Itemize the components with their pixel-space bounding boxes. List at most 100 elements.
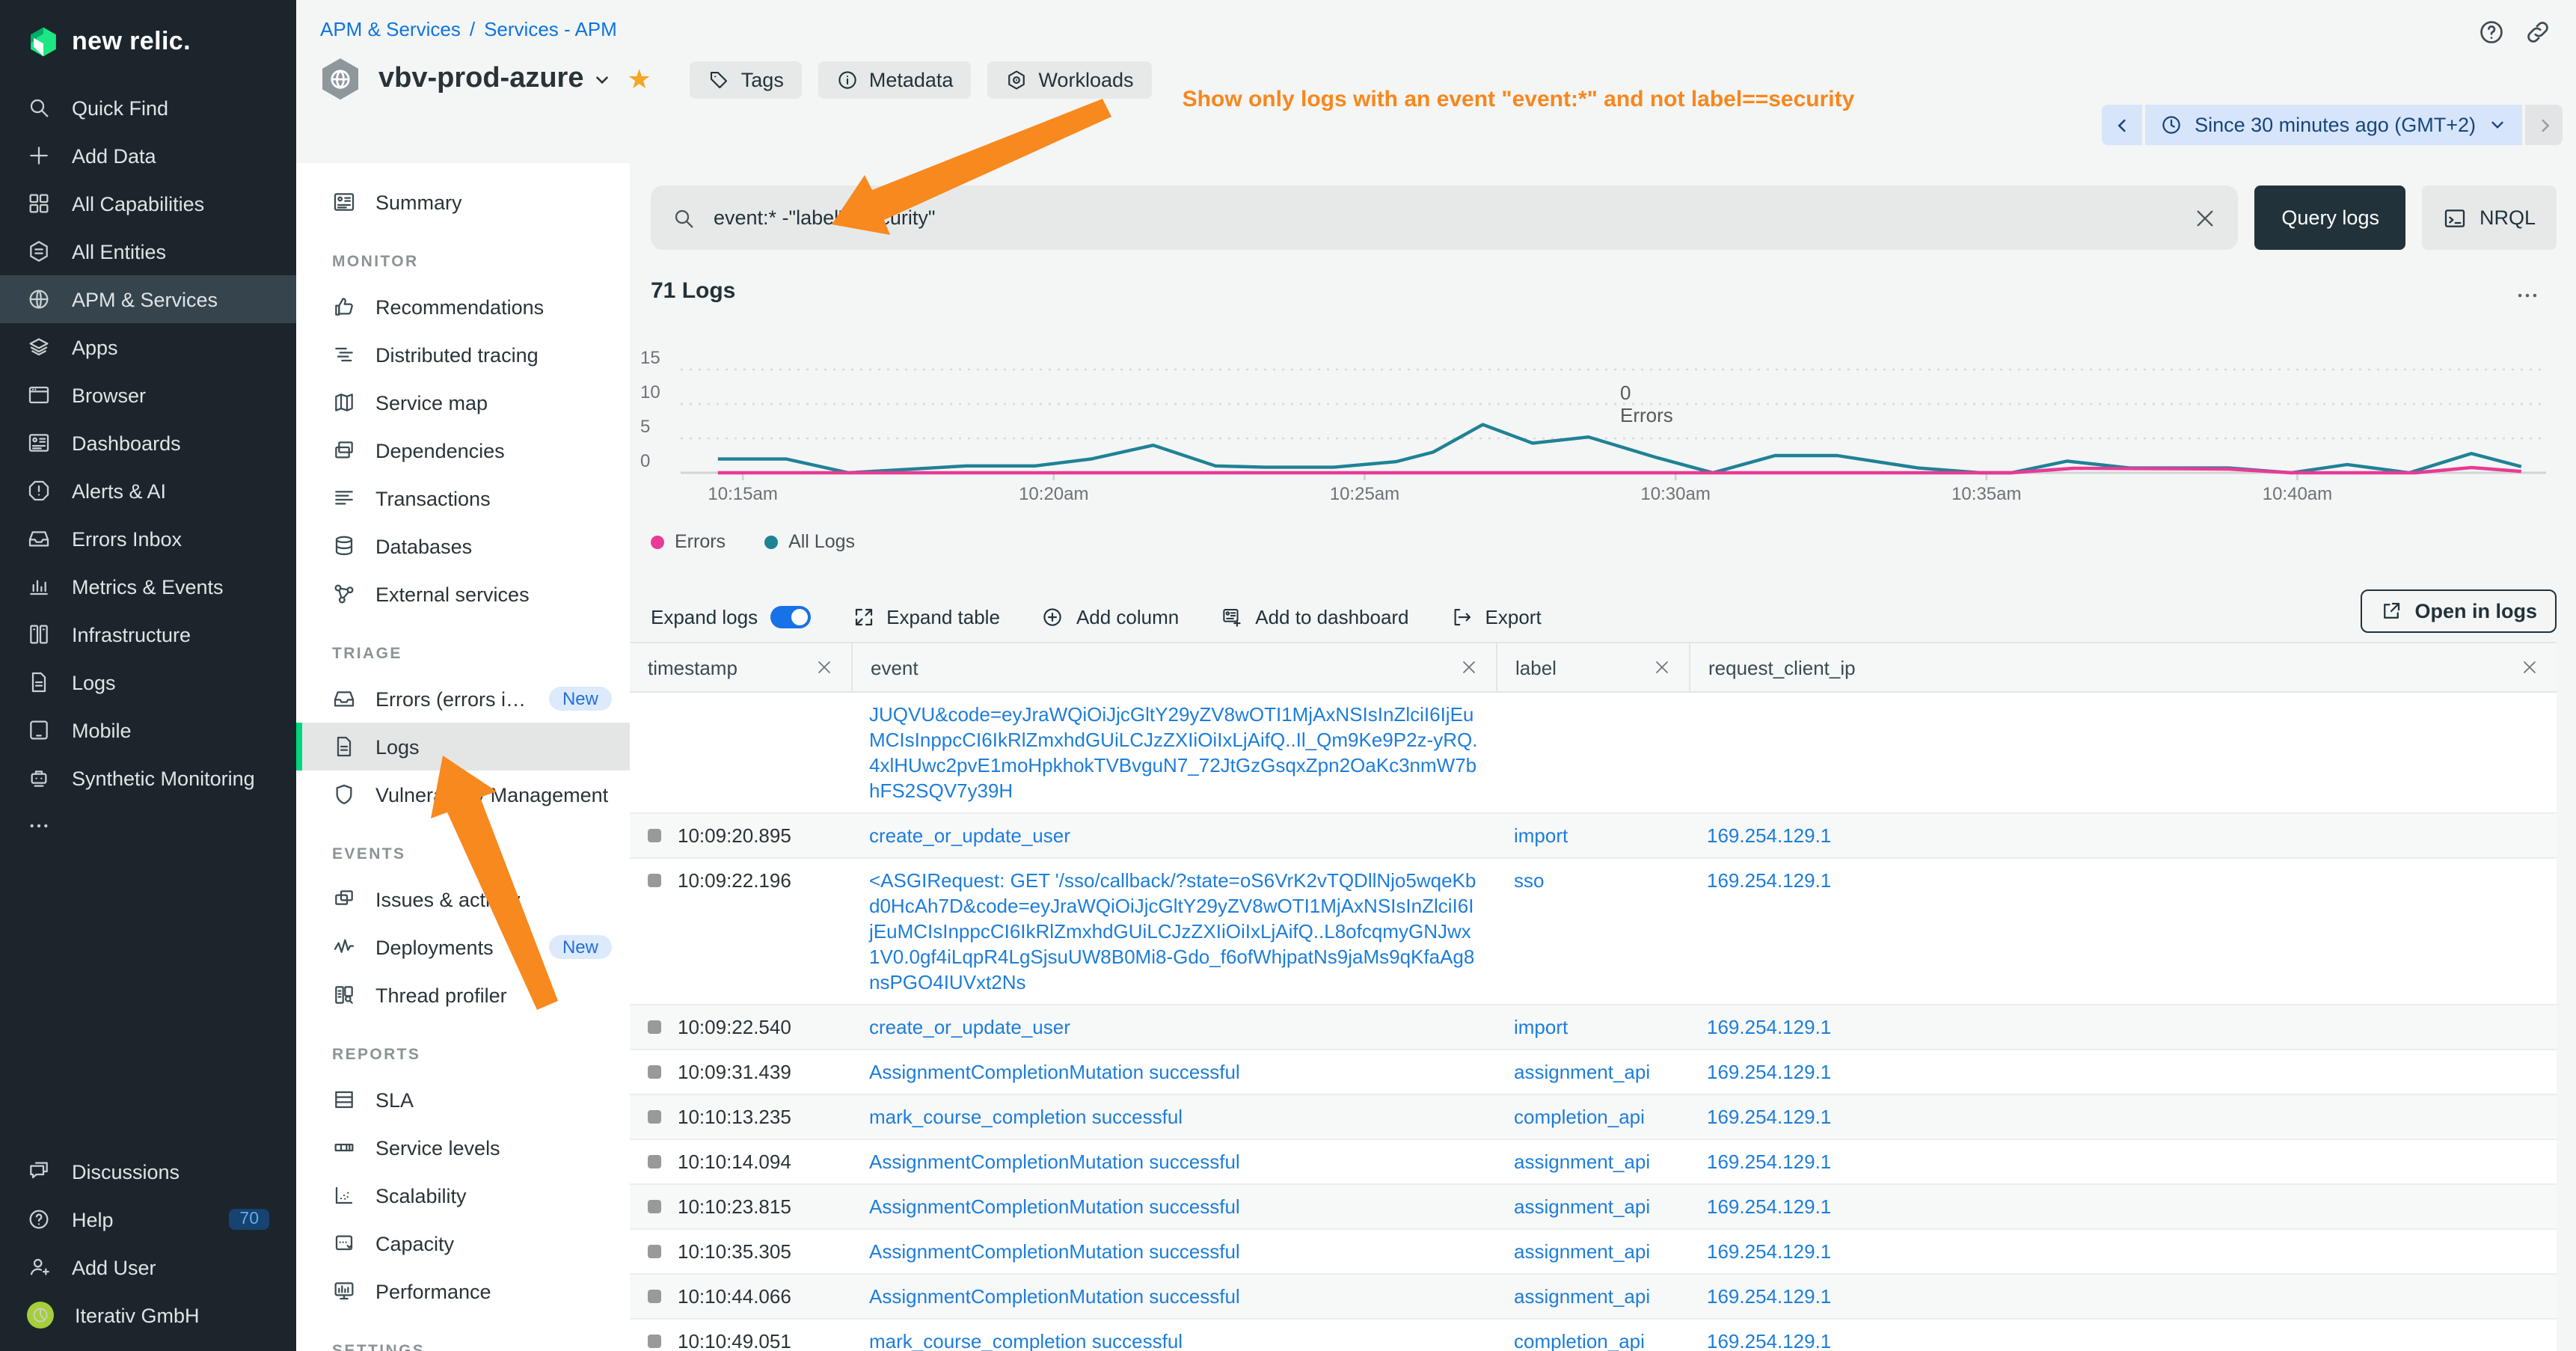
row-expand-square-icon[interactable]	[648, 1245, 661, 1258]
breadcrumb-services-apm[interactable]: Services - APM	[484, 18, 617, 40]
service-sidebar-item-recommendations[interactable]: Recommendations	[296, 283, 630, 331]
sidebar-item-add-user[interactable]: Add User	[0, 1243, 296, 1291]
remove-column-icon[interactable]	[2521, 658, 2539, 676]
expand-table-button[interactable]: Expand table	[852, 605, 1000, 628]
sidebar-item-add-data[interactable]: Add Data	[0, 132, 296, 180]
add-to-dashboard-button[interactable]: Add to dashboard	[1221, 605, 1409, 628]
event-link[interactable]: AssignmentCompletionMutation successful	[869, 1195, 1240, 1218]
log-table-row[interactable]: 10:10:14.094 AssignmentCompletionMutation…	[630, 1140, 2557, 1185]
help-circle-icon[interactable]	[2477, 18, 2506, 46]
sidebar-item-help[interactable]: Help 70	[0, 1195, 296, 1243]
service-sidebar-item-vulnerability-management[interactable]: Vulnerability Management	[296, 771, 630, 818]
column-header-timestamp[interactable]: timestamp	[630, 643, 851, 691]
service-sidebar-item-sla[interactable]: SLA	[296, 1076, 630, 1124]
log-table-row[interactable]: 10:09:22.540 create_or_update_user import 1…	[630, 1005, 2557, 1050]
breadcrumb-apm-services[interactable]: APM & Services	[320, 18, 461, 40]
service-sidebar-item-distributed-tracing[interactable]: Distributed tracing	[296, 331, 630, 379]
event-link[interactable]: mark_course_completion successful	[869, 1330, 1183, 1351]
event-link[interactable]: create_or_update_user	[869, 1016, 1070, 1038]
row-expand-square-icon[interactable]	[648, 1290, 661, 1303]
event-link[interactable]: <ASGIRequest: GET '/sso/callback/?state=…	[869, 869, 1476, 993]
add-column-button[interactable]: Add column	[1042, 605, 1179, 628]
sidebar-item-errors-inbox[interactable]: Errors Inbox	[0, 515, 296, 563]
ip-link[interactable]: 169.254.129.1	[1707, 1240, 1832, 1263]
event-link[interactable]: AssignmentCompletionMutation successful	[869, 1240, 1240, 1263]
service-sidebar-item-issues-activity[interactable]: Issues & activity	[296, 875, 630, 923]
ip-link[interactable]: 169.254.129.1	[1707, 1151, 1832, 1173]
service-sidebar-item-summary[interactable]: Summary	[296, 178, 630, 226]
label-link[interactable]: completion_api	[1514, 1106, 1645, 1128]
service-sidebar-item-logs[interactable]: Logs	[296, 723, 630, 771]
service-sidebar-item-performance[interactable]: Performance	[296, 1267, 630, 1315]
workloads-button[interactable]: Workloads	[987, 61, 1152, 98]
row-expand-square-icon[interactable]	[648, 1020, 661, 1034]
sidebar-item-discussions[interactable]: Discussions	[0, 1148, 296, 1195]
service-sidebar-item-external-services[interactable]: External services	[296, 570, 630, 618]
label-link[interactable]: assignment_api	[1514, 1151, 1651, 1173]
log-table-row[interactable]: 10:10:13.235 mark_course_completion succe…	[630, 1095, 2557, 1140]
sidebar-item-infrastructure[interactable]: Infrastructure	[0, 610, 296, 658]
service-sidebar-item-capacity[interactable]: Capacity	[296, 1219, 630, 1267]
label-link[interactable]: completion_api	[1514, 1330, 1645, 1351]
column-header-event[interactable]: event	[851, 643, 1496, 691]
log-table-row[interactable]: 10:10:23.815 AssignmentCompletionMutation…	[630, 1185, 2557, 1230]
ip-link[interactable]: 169.254.129.1	[1707, 1285, 1832, 1308]
sidebar-item-metrics-events[interactable]: Metrics & Events	[0, 563, 296, 610]
label-link[interactable]: assignment_api	[1514, 1240, 1651, 1263]
sidebar-item-alerts-ai[interactable]: Alerts & AI	[0, 467, 296, 515]
column-header-request_client_ip[interactable]: request_client_ip	[1689, 643, 2557, 691]
remove-column-icon[interactable]	[1653, 658, 1671, 676]
event-link[interactable]: create_or_update_user	[869, 824, 1070, 847]
log-table-row[interactable]: 10:10:44.066 AssignmentCompletionMutation…	[630, 1275, 2557, 1320]
label-link[interactable]: assignment_api	[1514, 1285, 1651, 1308]
query-logs-button[interactable]: Query logs	[2254, 186, 2406, 250]
service-sidebar-item-thread-profiler[interactable]: Thread profiler	[296, 971, 630, 1019]
log-table-row[interactable]: 10:10:35.305 AssignmentCompletionMutation…	[630, 1230, 2557, 1275]
event-link[interactable]: mark_course_completion successful	[869, 1106, 1183, 1128]
label-link[interactable]: import	[1514, 1016, 1568, 1038]
service-sidebar-item-service-map[interactable]: Service map	[296, 379, 630, 426]
log-table-row[interactable]: 10:09:22.196 <ASGIRequest: GET '/sso/call…	[630, 859, 2557, 1005]
remove-column-icon[interactable]	[815, 658, 833, 676]
time-picker-dropdown[interactable]: Since 30 minutes ago (GMT+2)	[2145, 105, 2522, 145]
event-link[interactable]: AssignmentCompletionMutation successful	[869, 1151, 1240, 1173]
sidebar-item-account[interactable]: Iterativ GmbH	[0, 1291, 296, 1339]
sidebar-item-all-entities[interactable]: All Entities	[0, 227, 296, 275]
ip-link[interactable]: 169.254.129.1	[1707, 869, 1832, 892]
sidebar-item-dashboards[interactable]: Dashboards	[0, 419, 296, 467]
service-sidebar-item-service-levels[interactable]: Service levels	[296, 1124, 630, 1171]
open-in-logs-button[interactable]: Open in logs	[2361, 589, 2557, 633]
link-icon[interactable]	[2524, 18, 2552, 46]
search-input[interactable]	[711, 205, 2179, 230]
metadata-button[interactable]: Metadata	[818, 61, 972, 98]
new-relic-logo[interactable]: new relic.	[0, 0, 296, 84]
ip-link[interactable]: 169.254.129.1	[1707, 1195, 1832, 1218]
row-expand-square-icon[interactable]	[648, 874, 661, 887]
sidebar-item-apps[interactable]: Apps	[0, 323, 296, 371]
time-picker-forward-button[interactable]	[2525, 105, 2563, 145]
nrql-button[interactable]: NRQL	[2422, 186, 2557, 250]
expand-logs-toggle[interactable]: Expand logs	[651, 605, 811, 628]
remove-column-icon[interactable]	[1460, 658, 1478, 676]
row-expand-square-icon[interactable]	[648, 1335, 661, 1348]
label-link[interactable]: sso	[1514, 869, 1545, 892]
sidebar-item-mobile[interactable]: Mobile	[0, 706, 296, 754]
event-link[interactable]: JUQVU&code=eyJraWQiOiJjcGltY29yZV8wOTI1M…	[869, 703, 1478, 802]
row-expand-square-icon[interactable]	[648, 1200, 661, 1213]
favorite-star-icon[interactable]: ★	[627, 64, 651, 94]
row-expand-square-icon[interactable]	[648, 1065, 661, 1079]
service-sidebar-item-dependencies[interactable]: Dependencies	[296, 426, 630, 474]
tags-button[interactable]: Tags	[690, 61, 802, 98]
service-sidebar-item-deployments[interactable]: Deployments New	[296, 923, 630, 971]
service-sidebar-item-transactions[interactable]: Transactions	[296, 474, 630, 522]
label-link[interactable]: assignment_api	[1514, 1195, 1651, 1218]
sidebar-item-all-capabilities[interactable]: All Capabilities	[0, 180, 296, 227]
service-sidebar-item-scalability[interactable]: Scalability	[296, 1171, 630, 1219]
event-link[interactable]: AssignmentCompletionMutation successful	[869, 1285, 1240, 1308]
time-picker-back-button[interactable]	[2102, 105, 2143, 145]
more-options-icon[interactable]	[2515, 283, 2540, 308]
row-expand-square-icon[interactable]	[648, 1155, 661, 1168]
log-table-row[interactable]: 10:10:49.051 mark_course_completion succe…	[630, 1320, 2557, 1351]
legend-all-logs[interactable]: All Logs	[764, 531, 855, 552]
ip-link[interactable]: 169.254.129.1	[1707, 1061, 1832, 1083]
